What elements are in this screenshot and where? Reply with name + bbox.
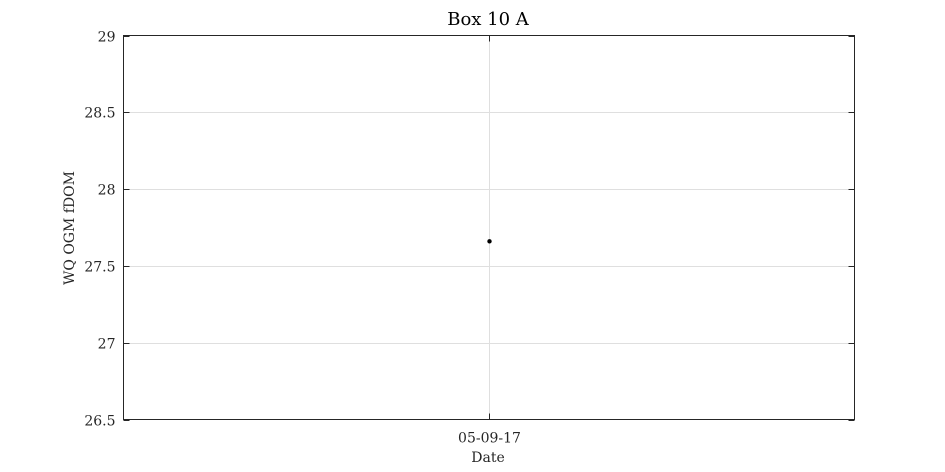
axis-ticks (123, 35, 855, 421)
y-tick-label: 26.5 (84, 414, 115, 430)
x-axis-label: Date (471, 450, 504, 466)
y-axis-label: WQ OGM fDOM (62, 171, 78, 285)
x-tick-label: 05-09-17 (458, 431, 521, 447)
y-tick-labels: 26.5 27 27.5 28 28.5 29 (84, 30, 115, 430)
y-tick-label: 28.5 (84, 106, 115, 122)
x-tick-labels: 05-09-17 (458, 431, 521, 447)
y-tick-label: 27 (98, 337, 116, 353)
grid-overlay (123, 35, 855, 420)
chart-title: Box 10 A (447, 9, 530, 30)
data-points (487, 239, 492, 244)
y-tick-label: 29 (98, 30, 116, 46)
y-tick-label: 27.5 (84, 260, 115, 276)
data-point (487, 239, 492, 244)
y-tick-label: 28 (98, 183, 116, 199)
